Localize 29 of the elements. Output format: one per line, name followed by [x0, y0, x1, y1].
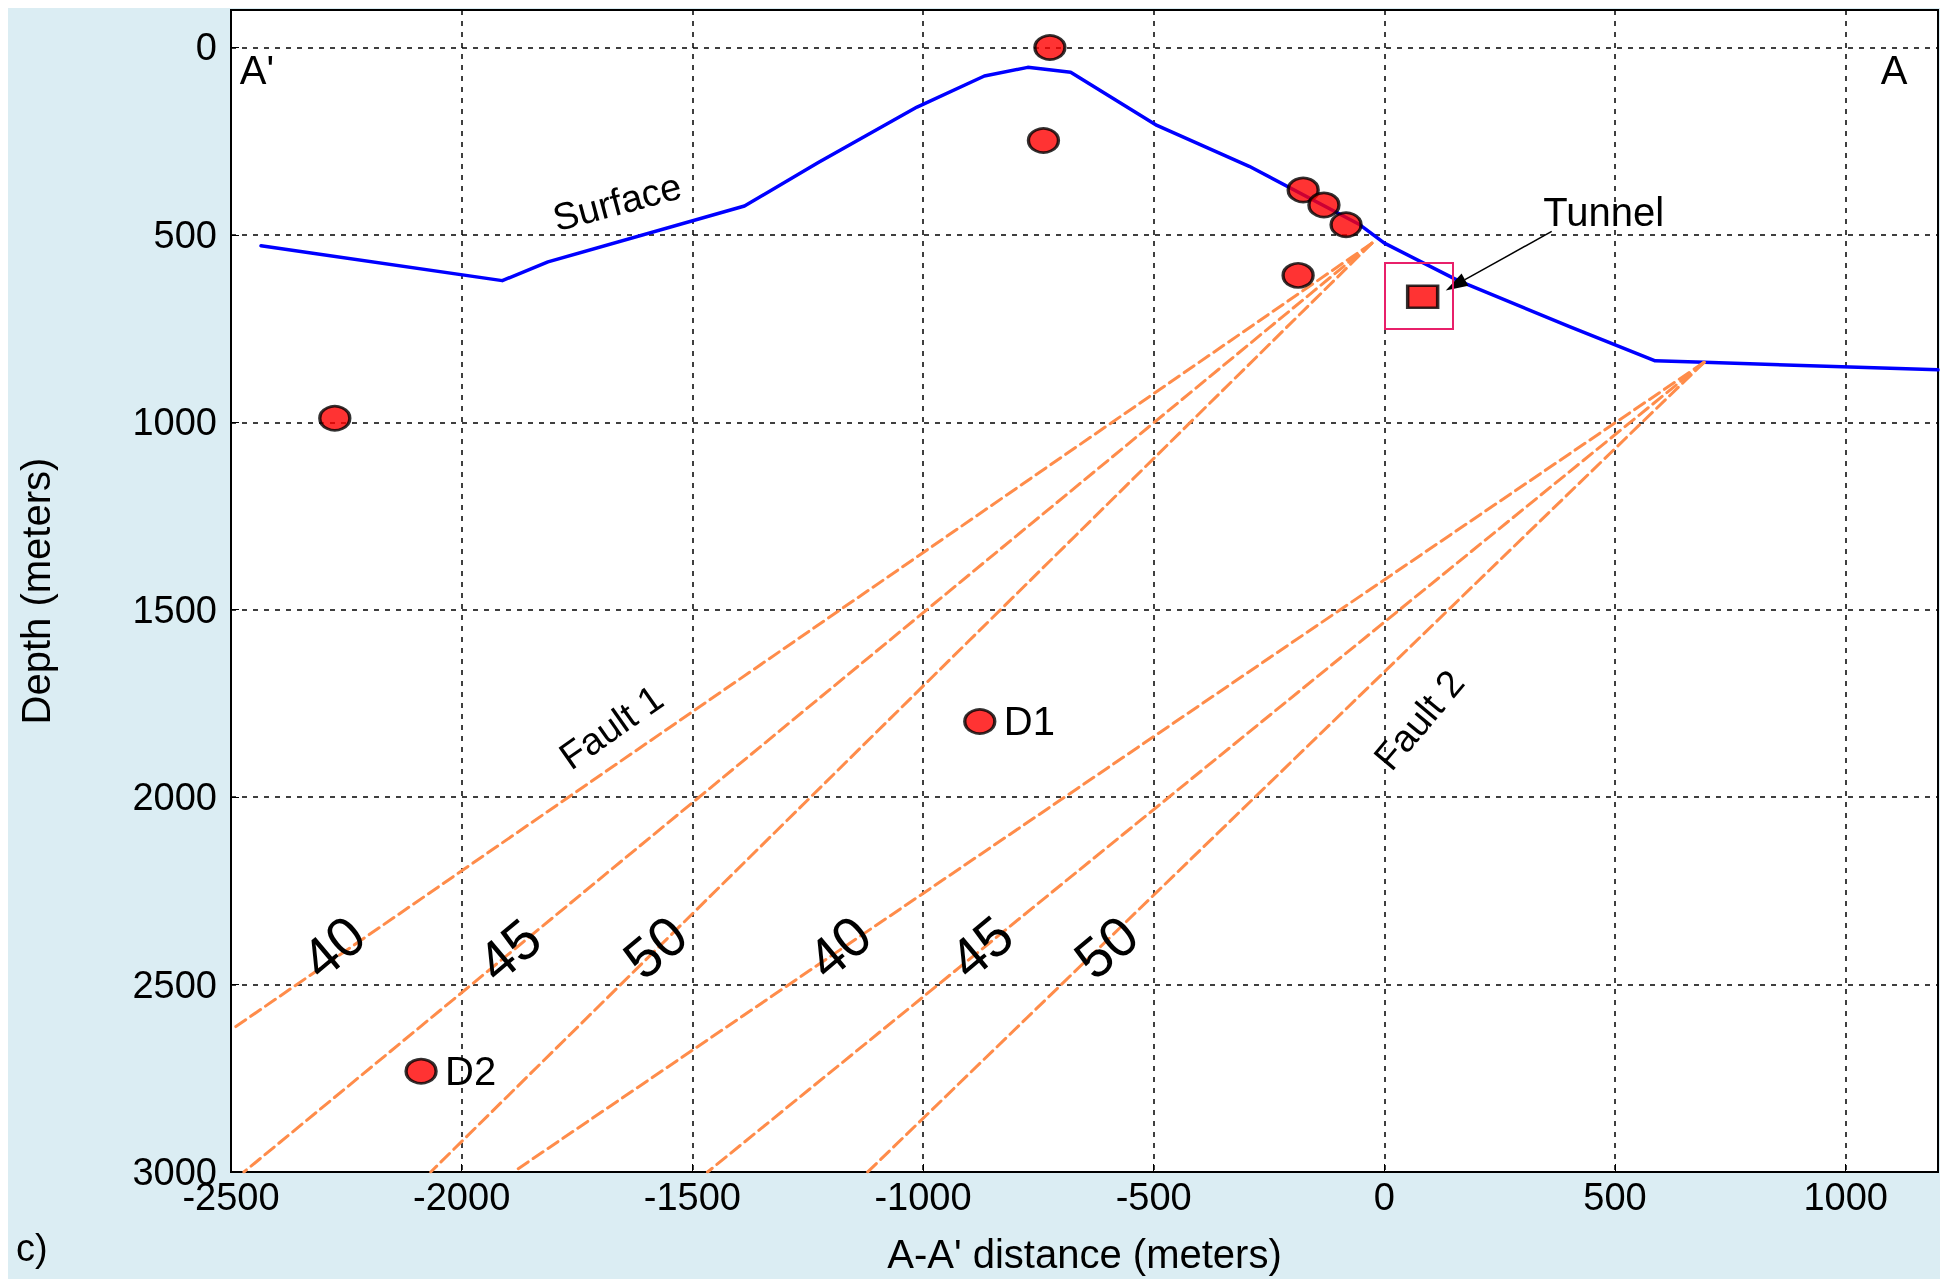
annotation: 45: [936, 902, 1026, 992]
annotation: 50: [1061, 902, 1151, 992]
annotation: D1: [1003, 699, 1055, 744]
annotation: 40: [288, 902, 378, 992]
annotation: Fault 1: [551, 676, 671, 778]
annotation: 40: [794, 902, 884, 992]
annotation: A': [239, 48, 275, 92]
annotation: 45: [464, 905, 554, 995]
y-tick-label: 2000: [132, 776, 217, 819]
x-tick-label: 0: [1373, 1176, 1395, 1218]
y-tick-label: 500: [153, 213, 217, 256]
annotation: 50: [610, 902, 700, 992]
annotation: A: [1880, 48, 1908, 92]
y-tick-label: 2500: [132, 963, 217, 1006]
y-tick-label: 0: [195, 26, 217, 69]
x-axis-title: A-A' distance (meters): [887, 1232, 1282, 1276]
annotation: Surface: [548, 164, 686, 240]
y-tick-label: 1000: [132, 401, 217, 444]
x-tick-label: -1000: [874, 1176, 972, 1218]
y-tick-label: 1500: [132, 588, 217, 631]
y-axis-title: Depth (meters): [14, 457, 58, 725]
annotation: D2: [445, 1049, 497, 1094]
x-tick-label: -500: [1115, 1176, 1192, 1218]
x-tick-label: -2000: [413, 1176, 511, 1218]
x-tick-label: -1500: [643, 1176, 741, 1218]
x-tick-label: 1000: [1803, 1176, 1888, 1218]
text: c): [16, 1227, 48, 1269]
x-tick-label: 500: [1583, 1176, 1647, 1218]
annotation: Tunnel: [1543, 190, 1665, 235]
